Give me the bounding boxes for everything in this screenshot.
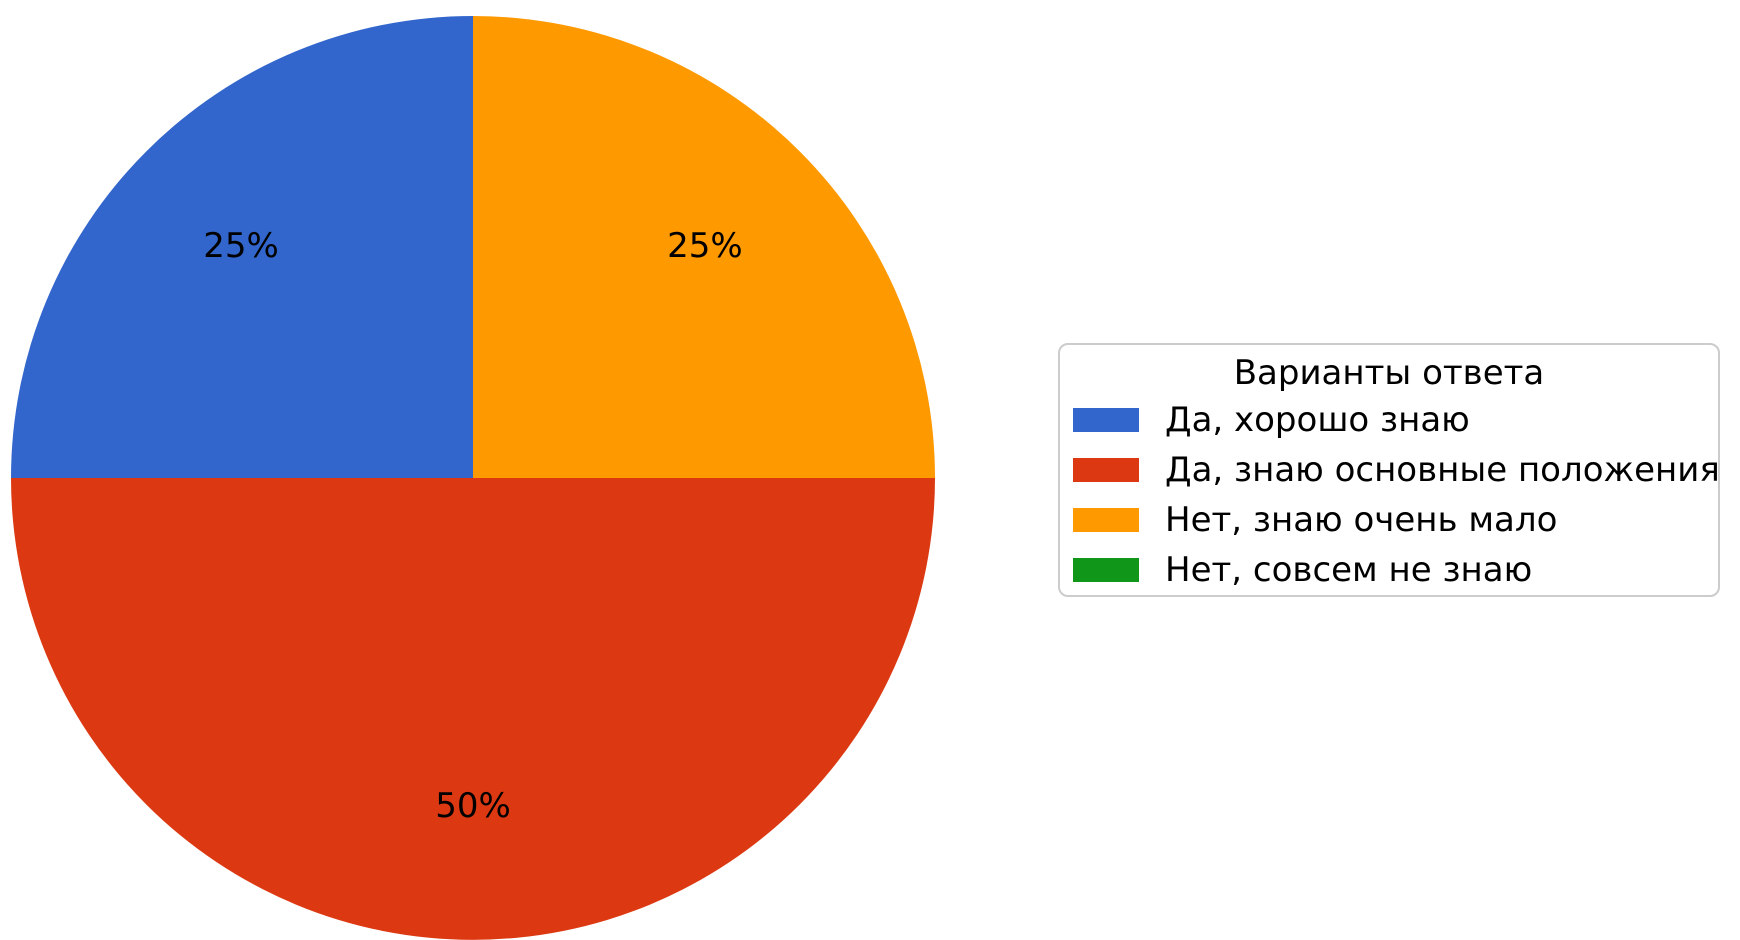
pie-pct-label-0: 25% — [203, 226, 279, 266]
legend-title: Варианты ответа — [1233, 353, 1545, 393]
legend-item: Нет, совсем не знаю — [1060, 545, 1718, 595]
legend-item-label: Да, хорошо знаю — [1165, 400, 1470, 440]
legend-item: Да, знаю основные положения — [1060, 445, 1720, 495]
pie-pct-label-1: 50% — [435, 786, 511, 826]
legend-swatch — [1073, 458, 1139, 482]
legend-item-label: Нет, знаю очень мало — [1165, 500, 1558, 540]
legend-item: Да, хорошо знаю — [1060, 395, 1718, 445]
pie-slice-2 — [473, 16, 935, 478]
pie-slice-1 — [11, 478, 935, 940]
legend-swatch — [1073, 508, 1139, 532]
legend-item-label: Нет, совсем не знаю — [1165, 550, 1533, 590]
pie-pct-label-2: 25% — [667, 226, 743, 266]
legend-swatch — [1073, 408, 1139, 432]
legend-item-label: Да, знаю основные положения — [1165, 450, 1720, 490]
pie-slice-0 — [11, 16, 473, 478]
legend-item: Нет, знаю очень мало — [1060, 495, 1718, 545]
legend-swatch — [1073, 558, 1139, 582]
legend: Варианты ответа Да, хорошо знаю Да, знаю… — [1058, 343, 1720, 597]
